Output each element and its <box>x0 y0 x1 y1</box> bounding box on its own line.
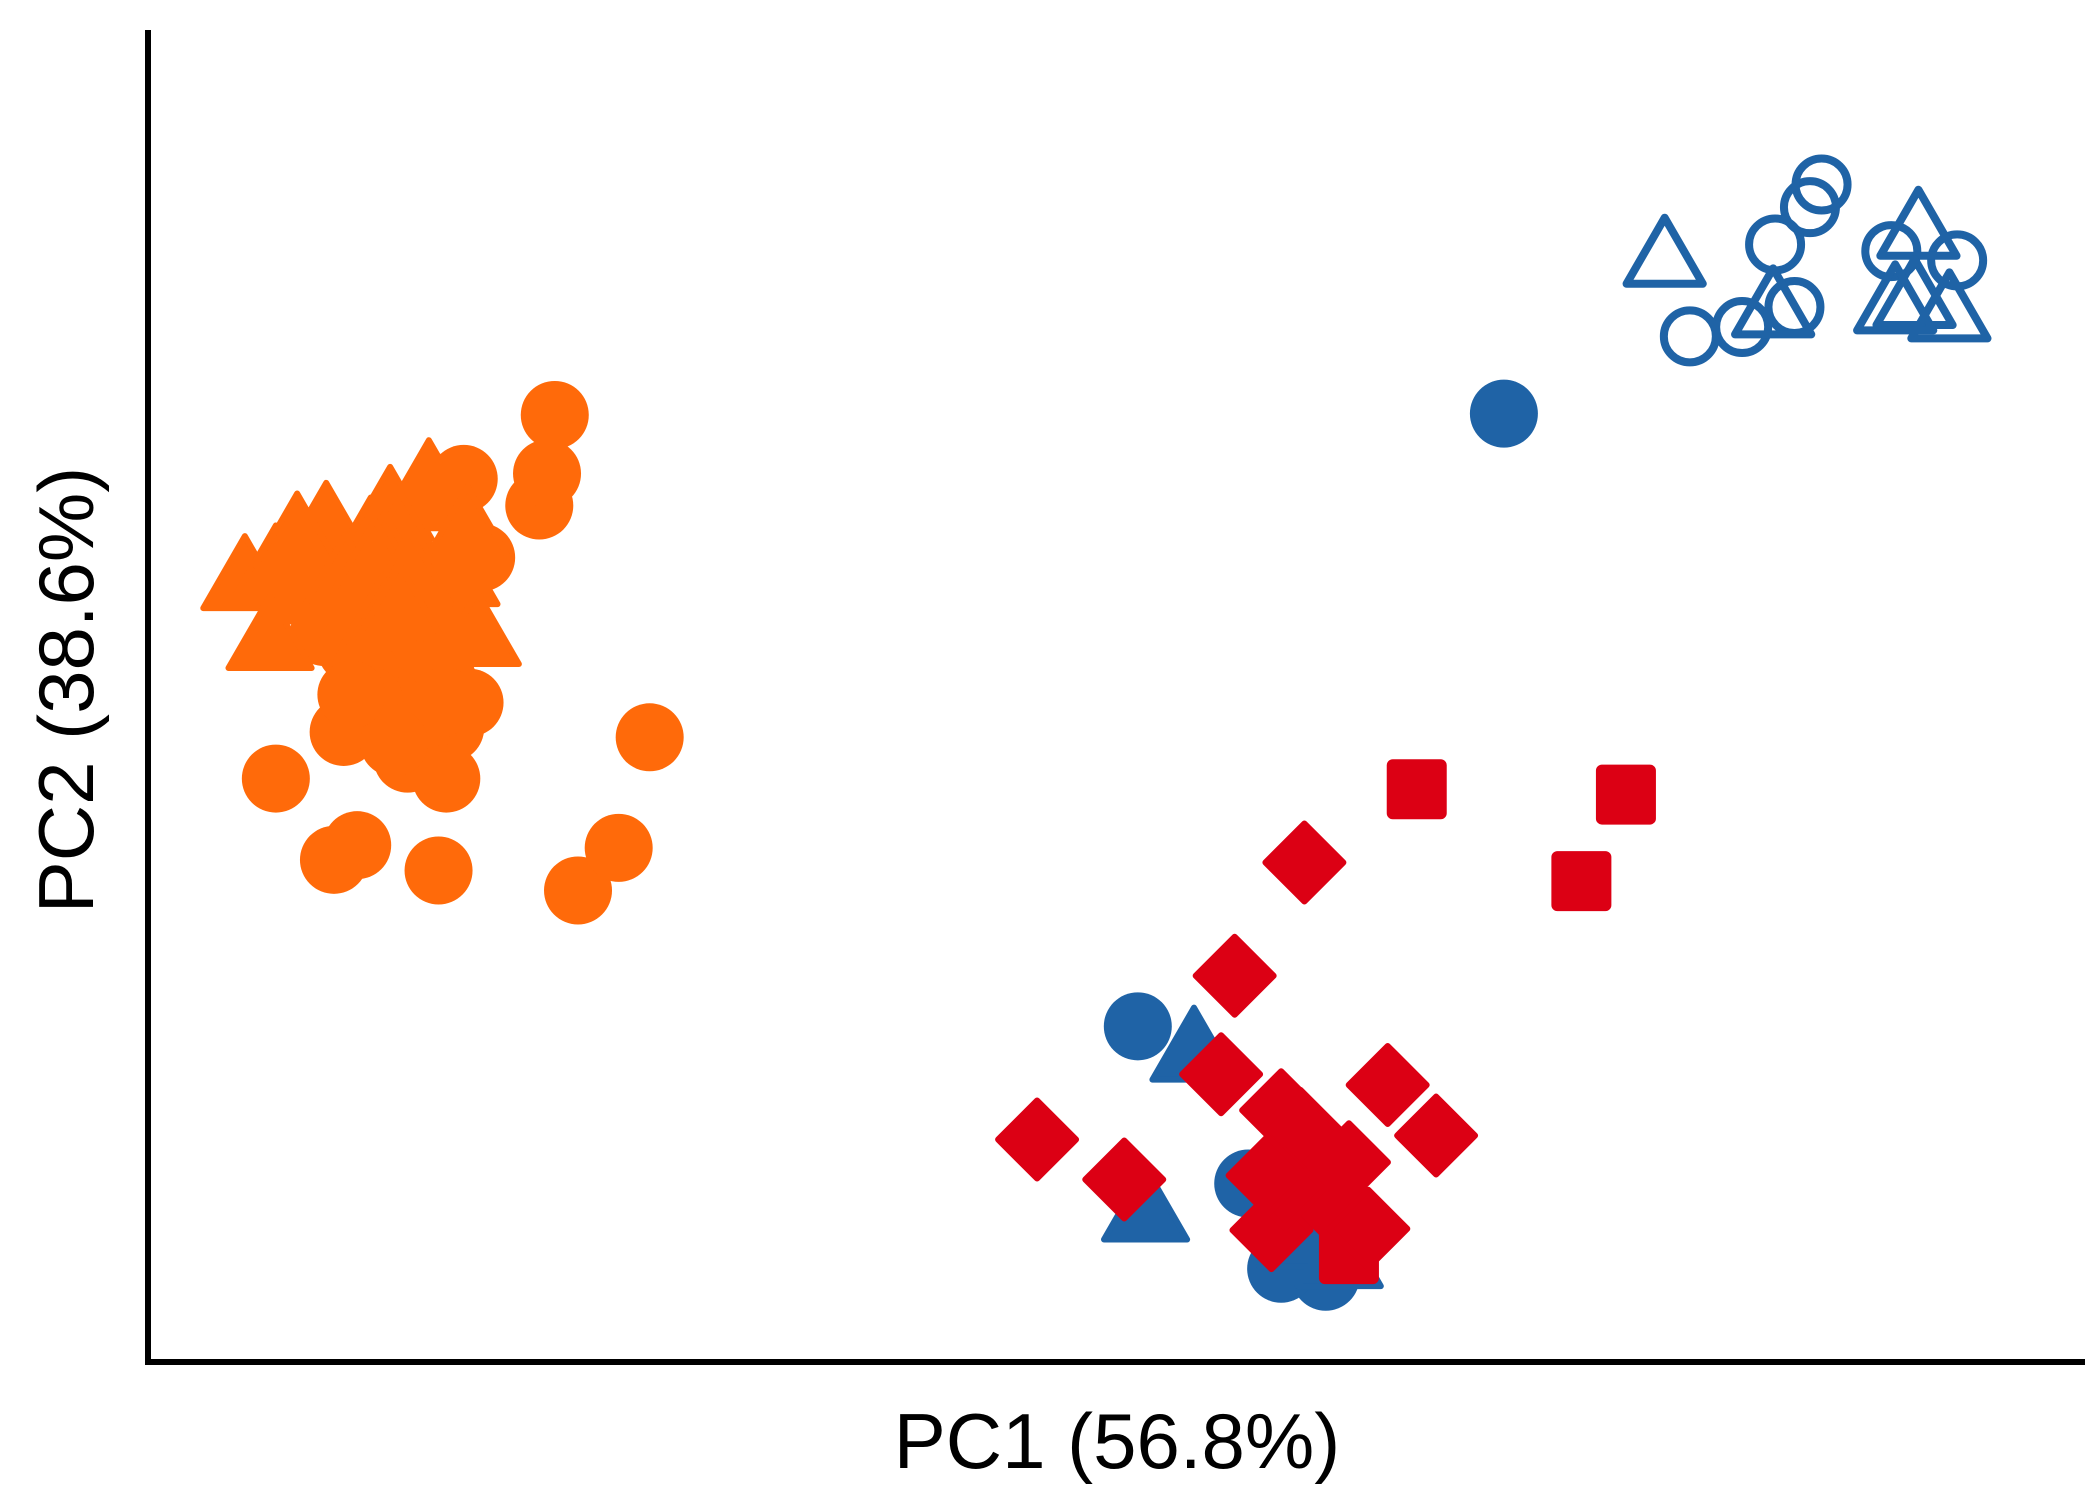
square-point <box>1386 759 1447 820</box>
triangle-point <box>423 483 513 562</box>
diamond-point <box>1192 933 1277 1018</box>
circle-point <box>584 813 653 882</box>
circle-point <box>520 380 589 449</box>
hollow-triangle-point <box>1622 213 1707 288</box>
hollow-circle-point <box>1659 306 1720 367</box>
triangle-point <box>225 593 315 672</box>
circle-point <box>317 660 386 729</box>
circle-point <box>513 439 582 508</box>
y-axis-title: PC2 (38.6%) <box>22 467 110 914</box>
hollow-triangle-point <box>1853 260 1938 335</box>
diamond-point <box>1225 1133 1310 1218</box>
circle-point <box>615 703 684 772</box>
triangle-point <box>355 562 445 641</box>
plot-area <box>200 154 1992 1311</box>
hollow-triangle-point <box>1907 268 1992 343</box>
hollow-triangle-point <box>1731 264 1816 339</box>
circle-point <box>544 856 613 925</box>
square-point <box>1595 764 1656 825</box>
square-point <box>1551 851 1612 912</box>
diamond-point <box>1082 1137 1167 1222</box>
circle-point <box>241 744 310 813</box>
diamond-point <box>1326 1186 1411 1271</box>
circle-point <box>1469 379 1538 448</box>
circle-point <box>412 744 481 813</box>
diamond-point <box>995 1097 1080 1182</box>
diamond-point <box>1345 1042 1430 1127</box>
diamond-point <box>1394 1093 1479 1178</box>
hollow-circle-point <box>1791 154 1852 215</box>
hollow-triangle-point <box>1876 185 1961 260</box>
diamond-point <box>1306 1120 1391 1205</box>
hollow-circle-point <box>1745 214 1806 275</box>
circle-point <box>404 836 473 905</box>
circle-point <box>1103 992 1172 1061</box>
circle-point <box>299 825 368 894</box>
diamond-point <box>1262 820 1347 905</box>
circle-point <box>359 708 428 777</box>
x-axis-title: PC1 (56.8%) <box>894 1397 1341 1485</box>
diamond-point <box>1179 1032 1264 1117</box>
